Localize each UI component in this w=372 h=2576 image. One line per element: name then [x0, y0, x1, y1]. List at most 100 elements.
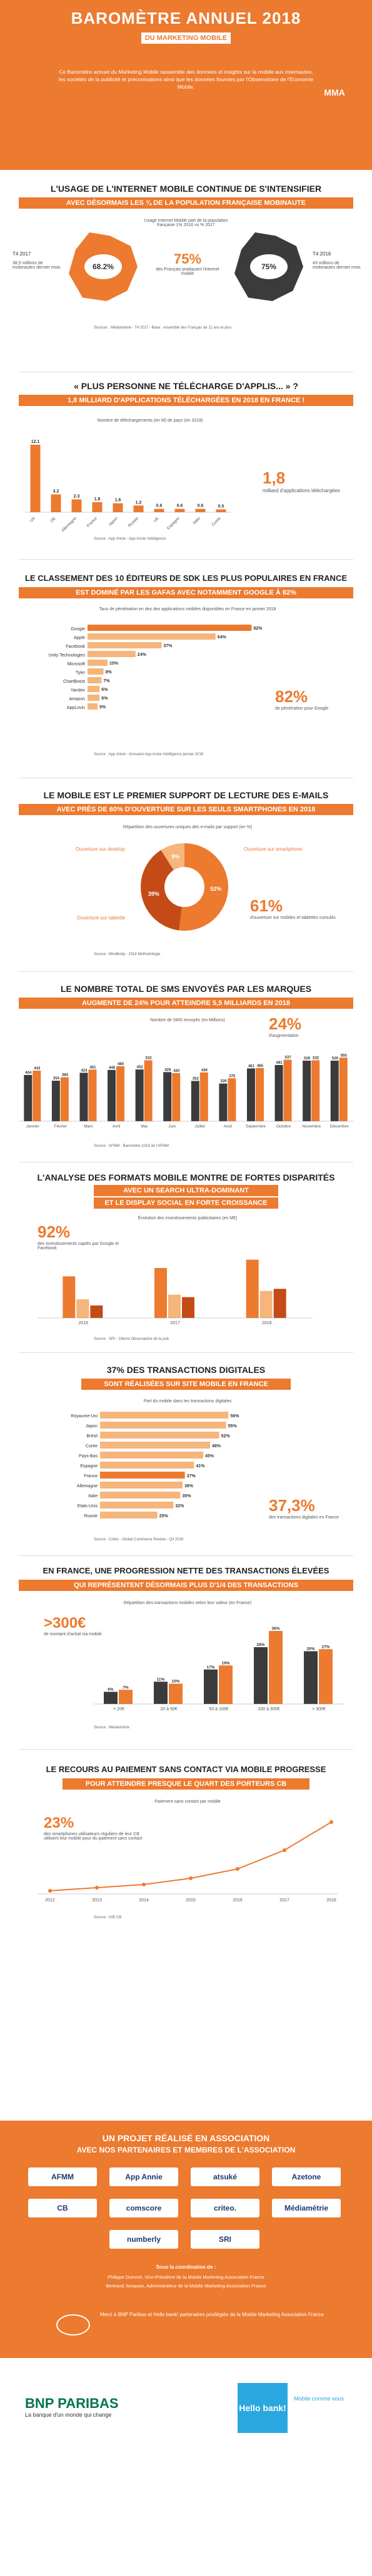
data-label: 537 — [285, 1056, 292, 1060]
tick-label: Yandex — [71, 688, 86, 693]
data-label: 375 — [229, 1074, 236, 1078]
footer-title-2: AVEC NOS PARTENAIRES ET MEMBRES DE L'ASS… — [76, 2146, 296, 2154]
data-label: 6% — [101, 696, 108, 701]
section-title: LE RECOURS AU PAIEMENT SANS CONTACT VIA … — [46, 1765, 326, 1774]
center-value: 75% — [173, 251, 202, 267]
bar — [154, 1268, 167, 1318]
footer-title-1: UN PROJET RÉALISÉ EN ASSOCIATION — [102, 2133, 270, 2143]
data-label: 329 — [220, 1080, 227, 1084]
tick-label: Septembre — [246, 1124, 266, 1129]
data-label: 1.2 — [136, 500, 142, 505]
bar — [51, 1081, 60, 1121]
bar — [108, 1069, 116, 1121]
bar — [113, 503, 123, 512]
tick-label: DE — [50, 516, 58, 523]
data-label: 420 — [173, 1069, 180, 1073]
tick-label: Avril — [113, 1124, 121, 1129]
data-label: 461 — [248, 1064, 255, 1068]
tick-label: 2018 — [262, 1321, 272, 1325]
bar — [100, 1472, 185, 1479]
hello-tagline: Mobile comme vous — [294, 2395, 344, 2402]
coord-title: Sous la coordination de : — [156, 2264, 216, 2270]
data-label: 10% — [109, 661, 119, 666]
data-label: 0.5 — [218, 505, 224, 509]
data-label: 448 — [109, 1066, 116, 1070]
data-label: 36% — [271, 1627, 279, 1631]
bar — [228, 1078, 236, 1121]
bar — [246, 1259, 259, 1318]
section-band-2: ET LE DISPLAY SOCIAL EN FORTE CROISSANCE — [94, 1197, 278, 1209]
data-label: 429 — [164, 1068, 171, 1072]
tick-label: Tyler — [76, 671, 86, 675]
data-label: 12.1 — [31, 440, 40, 444]
big-label: milliard d'applications téléchargées — [263, 488, 340, 493]
chart-title: Paiement sans contact par mobile — [154, 1800, 221, 1804]
contactless-chart: 2012 2013 2014 2015 2016 2017 2018 — [38, 1820, 338, 1903]
partner-logo: criteo. — [191, 2199, 259, 2217]
tick-label: 2016 — [79, 1321, 89, 1325]
data-label: 6% — [101, 688, 108, 692]
tick-label: France — [86, 516, 99, 528]
bar — [100, 1502, 174, 1508]
slice-label-smartphone: Ouverture sur smartphone — [244, 846, 303, 852]
left-value: 68.2% — [84, 254, 122, 279]
partner-logo: atsuké — [191, 2167, 259, 2186]
bar — [100, 1442, 210, 1449]
bar — [88, 703, 98, 710]
formats-chart: 2016 2017 2018 — [38, 1259, 313, 1325]
chart-title: Évolution des investissements publicitai… — [138, 1216, 238, 1221]
tick-label: Etats-Unis — [78, 1504, 98, 1508]
section-title: L'ANALYSE DES FORMATS MOBILE MONTRE DE F… — [37, 1172, 335, 1182]
section-band-1: AVEC UN SEARCH ULTRA-DOMINANT — [94, 1185, 278, 1196]
tick-label: Pays-Bas — [79, 1454, 98, 1459]
bar — [255, 1068, 264, 1121]
data-label: 532 — [313, 1056, 319, 1060]
section-contactless: LE RECOURS AU PAIEMENT SANS CONTACT VIA … — [0, 1752, 372, 1939]
sponsors: BNP PARIBAS La banque d'un monde qui cha… — [0, 2358, 372, 2576]
big-label: de montant d'achat via mobile — [44, 1632, 102, 1637]
data-label: 532 — [146, 1056, 153, 1060]
bar — [254, 1647, 268, 1704]
data-label: 1.6 — [115, 498, 121, 503]
big-value: >300€ — [44, 1615, 86, 1632]
partner-logo: Azetone — [272, 2167, 341, 2186]
data-point — [236, 1867, 239, 1871]
bar — [339, 1058, 348, 1121]
big-value: 37,3% — [269, 1496, 315, 1515]
section-emails: LE MOBILE EST LE PREMIER SUPPORT DE LECT… — [0, 784, 372, 971]
big-label: de pénétration pour Google — [275, 706, 329, 711]
tick-label: Espagne — [166, 516, 181, 530]
bar — [154, 1682, 168, 1704]
bar — [330, 1061, 339, 1121]
tick-label: Juin — [168, 1124, 176, 1129]
big-value: 24% — [269, 1014, 302, 1033]
section-sms: LE NOMBRE TOTAL DE SMS ENVOYÉS PAR LES M… — [0, 974, 372, 1162]
bar — [303, 1061, 311, 1121]
divider — [19, 971, 353, 972]
values-chart: 6% 7% < 20€ 11% 10% 20 à 50€ 17% 19% 50 à 100€ 28… — [94, 1627, 344, 1712]
data-point — [48, 1889, 52, 1893]
partner-logo: AFMM — [28, 2167, 97, 2186]
data-label: 404 — [25, 1071, 32, 1075]
bar — [169, 1683, 183, 1704]
tick-label: 2018 — [326, 1898, 336, 1903]
section-band: POUR ATTEINDRE PRESQUE LE QUART DES PORT… — [63, 1778, 309, 1790]
big-stat: 37,3% des transactions digitales en Fran… — [269, 1496, 356, 1520]
data-label: 7% — [103, 679, 110, 683]
bar — [33, 1070, 41, 1121]
divider — [19, 1352, 353, 1353]
data-label: 555 — [341, 1054, 348, 1058]
right-year: T4 2016 — [313, 251, 331, 257]
tick-label: Corée — [211, 516, 222, 527]
data-label: 37% — [163, 644, 173, 648]
data-label: 36% — [184, 1484, 194, 1489]
data-label: 6% — [108, 1688, 114, 1692]
tick-label: Facebook — [66, 645, 85, 649]
section-title: « PLUS PERSONNE NE TÉLÉCHARGE D'APPLIS..… — [74, 381, 298, 391]
bnp-name: BNP PARIBAS — [25, 2395, 119, 2411]
bar — [199, 1072, 208, 1121]
data-label: 37% — [187, 1474, 196, 1479]
source: Source : AFMM - Baromètre 2018 de l'AFMM — [94, 1144, 169, 1148]
tick-label: Google — [71, 627, 85, 632]
bar — [191, 1081, 199, 1121]
